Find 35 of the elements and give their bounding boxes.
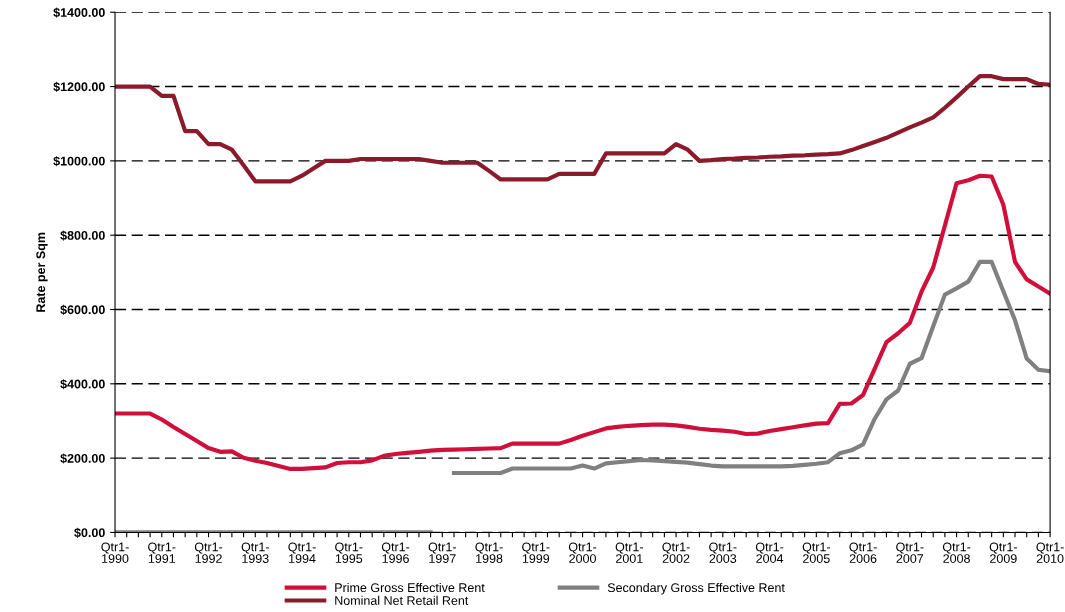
x-tick-label: Qtr1- 1990 [101,542,129,563]
x-tick-label: Qtr1- 1996 [381,542,410,563]
legend-label: Nominal Net Retail Rent [335,595,469,605]
legend-label: Prime Gross Effective Rent [335,582,485,593]
x-tick-label: Qtr1- 2000 [568,542,597,563]
y-tick-label: $400.00 [60,379,105,390]
y-tick-label: $600.00 [60,304,105,315]
x-tick-label: Qtr1- 2004 [755,542,784,563]
x-tick-label: Qtr1- 2007 [896,542,924,563]
y-tick-label: $200.00 [60,453,105,464]
y-tick-label: $0.00 [74,527,105,538]
y-tick-label: $800.00 [60,230,105,241]
line-series [115,74,1051,184]
x-tick-label: Qtr1- 2005 [802,542,830,563]
y-tick-label: $1000.00 [53,156,105,167]
y-tick-label: $1400.00 [53,7,105,18]
x-tick-label: Qtr1- 2010 [1036,542,1064,563]
x-tick-label: Qtr1- 2001 [615,542,643,563]
x-tick-label: Qtr1- 2002 [662,542,690,563]
x-tick-label: Qtr1- 1992 [194,542,223,563]
legend-label: Secondary Gross Effective Rent [607,582,785,595]
y-axis-title: Rate per Sqm [36,232,48,312]
line-series [115,173,1051,471]
x-tick-label: Qtr1- 1998 [475,542,503,563]
x-tick-label: Qtr1- 2009 [989,542,1018,563]
x-tick-label: Qtr1- 2003 [709,542,737,563]
x-tick-label: Qtr1- 1991 [148,542,176,563]
x-tick-label: Qtr1- 1994 [288,542,316,563]
x-tick-label: Qtr1- 1999 [522,542,550,563]
x-tick-label: Qtr1- 1997 [428,542,456,563]
y-tick-label: $1200.00 [53,81,105,93]
x-tick-label: Qtr1- 1993 [241,542,269,563]
x-tick-label: Qtr1- 1995 [335,542,363,563]
x-tick-label: Qtr1- 2008 [942,542,971,563]
x-tick-label: Qtr1- 2006 [849,542,877,563]
